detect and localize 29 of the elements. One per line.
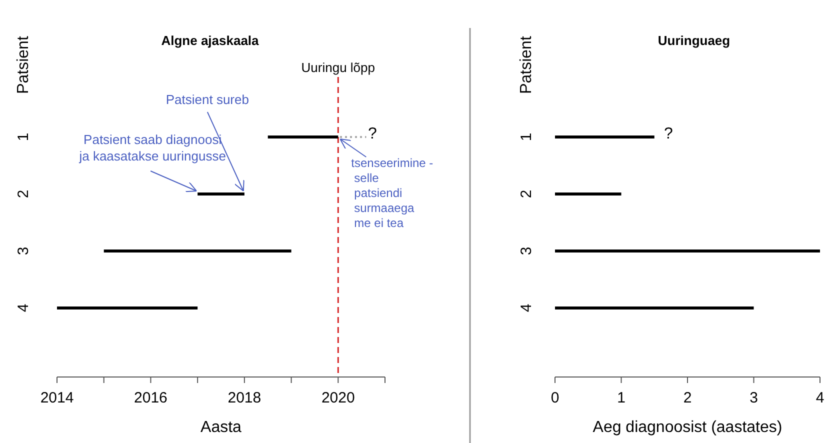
x-tick-label: 1 [617,390,626,406]
annotation: ? [664,126,673,143]
chart-title: Algne ajaskaala [161,33,260,48]
x-tick-label: 2018 [228,390,262,406]
y-tick-label: 1 [518,132,535,142]
ref-line-label: Uuringu lõpp [301,60,375,75]
x-axis-title: Aeg diagnoosist (aastates) [592,419,782,436]
y-tick-label: 2 [15,190,32,198]
x-tick-label: 3 [750,390,758,406]
x-tick-label: 0 [550,390,560,406]
chart-title: Uuringuaeg [658,33,730,48]
y-tick-label: 2 [518,190,535,198]
x-tick-label: 2016 [134,390,168,406]
y-tick-label: 4 [15,304,32,312]
annotation: Patsient saab diagnoosi ja kaasatakse uuringusse [78,132,226,164]
x-axis-title: Aasta [200,419,242,436]
y-tick-label: 3 [518,246,535,256]
x-tick-label: 2020 [321,390,355,406]
annotation: Patsient sureb [166,92,249,107]
y-axis-title: Patsient [15,36,32,94]
y-tick-label: 1 [15,132,32,142]
x-tick-label: 2014 [40,390,74,406]
y-axis-title: Patsient [518,36,535,94]
annotation: ? [368,126,377,143]
y-tick-label: 4 [518,304,535,312]
annotation: tsenseerimine - selle patsiendi surmaaega me ei tea [351,156,434,230]
x-tick-label: 4 [816,390,824,406]
x-tick-label: 2 [683,390,692,406]
y-tick-label: 3 [15,246,32,256]
